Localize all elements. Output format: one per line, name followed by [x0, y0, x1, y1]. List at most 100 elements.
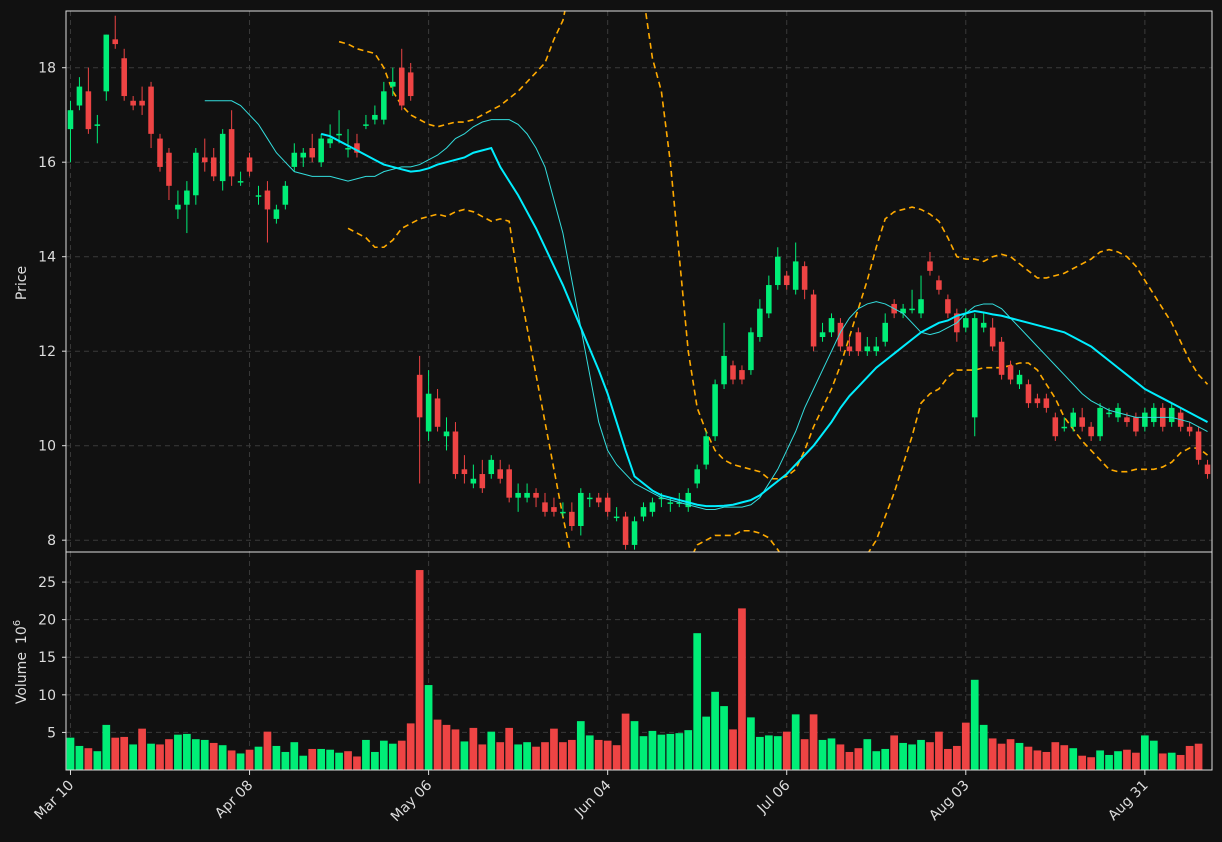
candle-body: [363, 124, 369, 126]
candle-body: [443, 431, 450, 437]
candle-body: [739, 370, 745, 380]
volume-bar: [872, 751, 881, 770]
candle-body: [416, 374, 423, 418]
candle-body: [434, 398, 441, 427]
volume-bar: [532, 746, 540, 770]
price-tick-label: 14: [38, 250, 56, 266]
candle-body: [864, 346, 871, 352]
volume-bar: [165, 739, 173, 770]
candle-body: [748, 332, 754, 371]
candle-body: [121, 58, 127, 97]
volume-bar: [747, 717, 755, 770]
volume-bar: [75, 745, 84, 770]
candle-body: [828, 318, 835, 333]
volume-bar: [541, 742, 549, 770]
volume-bar: [1194, 743, 1203, 770]
candle-body: [971, 318, 978, 418]
volume-bar: [675, 733, 684, 770]
volume-bar: [1158, 753, 1167, 770]
volume-bar: [120, 736, 129, 770]
candle-body: [694, 469, 700, 484]
candle-body: [461, 469, 468, 475]
bollinger-upper-line: [338, 11, 1209, 480]
volume-bar: [191, 739, 200, 770]
candle-body: [757, 308, 763, 338]
volume-bar: [1033, 750, 1042, 770]
candle-body: [846, 346, 853, 352]
candle-body: [497, 469, 504, 479]
candle-body: [712, 384, 718, 437]
candle-body: [721, 355, 727, 385]
candle-body: [1034, 398, 1041, 404]
candle-body: [667, 502, 674, 504]
volume-bar: [183, 733, 191, 770]
volume-bar: [1105, 754, 1113, 770]
candle-body: [255, 195, 262, 197]
volume-bar: [451, 729, 460, 770]
volume-bar: [881, 748, 890, 770]
volume-bar: [693, 633, 702, 770]
volume-bar: [460, 741, 469, 770]
volume-bar: [908, 744, 916, 770]
bollinger-lower-line: [347, 208, 1209, 552]
price-tick-label: 12: [38, 344, 56, 360]
candle-body: [766, 285, 772, 314]
volume-bar: [1185, 745, 1194, 770]
volume-bar: [66, 737, 75, 770]
candle-body: [470, 478, 477, 484]
volume-y-label-text: Volume: [14, 652, 30, 704]
candle-body: [774, 256, 781, 286]
volume-bar: [236, 753, 245, 770]
candle-body: [551, 507, 557, 512]
volume-bar: [621, 713, 630, 770]
volume-tick-label: 25: [38, 575, 56, 591]
volume-bar: [711, 691, 719, 770]
candle-body: [264, 190, 271, 210]
volume-bar: [756, 736, 764, 770]
candle-body: [980, 322, 987, 328]
candle-body: [479, 474, 486, 489]
candle-body: [1016, 374, 1023, 385]
candle-body: [309, 148, 315, 158]
volume-bar: [738, 608, 746, 770]
candle-body: [1052, 417, 1059, 437]
candle-body: [1142, 412, 1148, 427]
candle-body: [1195, 431, 1202, 460]
volume-bar: [299, 755, 308, 770]
volume-bar: [1132, 752, 1140, 770]
candle-body: [595, 497, 602, 503]
volume-bar: [997, 743, 1006, 770]
candle-body: [1070, 412, 1077, 427]
candle-body: [381, 91, 387, 120]
candle-body: [918, 299, 924, 314]
volume-bar: [1149, 740, 1158, 770]
volume-y-label-exponent: 6: [12, 620, 23, 626]
volume-bar: [568, 739, 576, 770]
candle-body: [390, 81, 396, 87]
candle-body: [855, 332, 862, 352]
price-grid: [66, 11, 1212, 552]
candle-body: [613, 516, 620, 519]
volume-bar: [415, 570, 424, 770]
volume-bar: [156, 744, 164, 770]
volume-bar: [1078, 755, 1087, 770]
candle-body: [730, 365, 736, 380]
bollinger-bands: [338, 11, 1209, 552]
volume-tick-label: 15: [38, 650, 56, 666]
candle-body: [228, 129, 235, 177]
volume-bar: [371, 751, 379, 770]
volume-bar: [845, 751, 854, 770]
candle-body: [1061, 426, 1068, 429]
volume-bar: [147, 743, 155, 770]
volume-bar: [612, 745, 621, 770]
volume-bar: [353, 756, 361, 770]
candle-body: [578, 492, 584, 527]
candle-body: [103, 34, 110, 92]
volume-bar: [469, 727, 478, 770]
candle-body: [1124, 417, 1130, 423]
candle-body: [685, 492, 692, 508]
volume-bar: [585, 735, 594, 770]
volume-bar: [514, 744, 522, 770]
candle-body: [327, 138, 333, 144]
candle-body: [604, 497, 611, 512]
